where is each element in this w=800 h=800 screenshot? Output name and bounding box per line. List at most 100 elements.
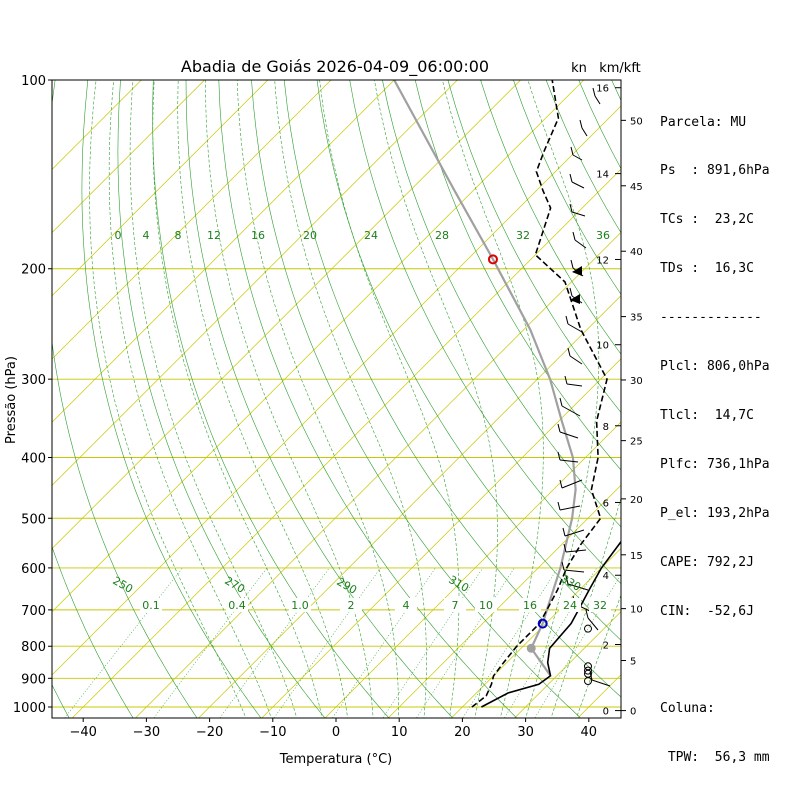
x-tick-label: −30 [133,725,160,740]
label-background [140,598,162,612]
isotherm-line [450,547,621,718]
moist-adiabat [129,80,298,718]
isotherm-line [387,484,621,718]
moist-adiabat-label: 0 [115,229,122,242]
wind-barb [571,211,586,217]
km-tick-label: 6 [603,498,609,509]
moist-adiabat [108,80,272,718]
kft-tick-label: 40 [630,247,643,258]
mixing-ratio-line [534,574,621,718]
x-tick-label: −20 [196,725,223,740]
wind-barb-feather [565,575,569,585]
kft-tick-label: 45 [630,182,643,193]
km-tick-label: 14 [596,170,609,181]
mixing-ratio-label: 32 [593,599,607,612]
isotherm-line [52,80,585,613]
dry-adiabat-label: 330 [558,572,583,594]
label-background [289,598,311,612]
parcel-trace [393,80,577,677]
moist-adiabat-label: 12 [207,229,221,242]
wind-barb-feather [589,671,593,681]
isotherm-line [71,168,621,718]
mixing-ratio-line [273,567,381,718]
wind-barb-feather [569,287,573,297]
stats-line: P_el: 193,2hPa [660,505,770,521]
wind-barb-feather [567,347,571,357]
kft-tick-label: 30 [630,376,643,387]
isotherm-line [52,80,142,170]
stats-line: Plfc: 736,1hPa [660,456,770,472]
mixing-ratio-label: 7 [452,599,459,612]
dry-adiabat-label: 270 [222,574,247,596]
wind-barb [571,181,585,189]
km-tick-label: 16 [596,84,609,95]
dry-adiabat-label: 310 [446,573,471,595]
wind-barb [566,383,583,387]
moist-adiabat [89,80,247,718]
stats-line: TPW: 56,3 mm [660,750,770,766]
mixing-ratio-line [416,567,515,718]
x-tick-label: 10 [391,725,408,740]
isotherm-line [52,80,205,234]
label-background [475,598,497,612]
y-tick-label: 400 [21,451,46,466]
calm-wind-circle [584,666,592,675]
label-background [226,598,248,612]
calm-wind-circle [584,624,592,633]
dry-adiabat [117,80,326,718]
dry-adiabat [480,80,621,355]
wind-barb-feather [569,203,573,213]
moist-adiabat [177,80,348,718]
mixing-ratio-label: 10 [479,599,493,612]
moist-adiabat-label: 16 [251,229,265,242]
label-background [395,598,417,612]
isotherm-line [52,80,395,423]
wind-barb [581,127,588,137]
wind-barb-feather [564,375,568,385]
wind-barb [561,405,581,417]
moist-adiabat-label: 28 [435,229,449,242]
calm-wind-circle [584,662,592,671]
moist-adiabat [442,80,544,718]
wind-barb [574,239,587,249]
wind-barb [564,529,585,537]
knots-unit-label: kn [571,61,587,76]
mixing-ratio-label: 24 [563,599,577,612]
wind-barb [594,95,601,105]
km-tick-label: 0 [603,707,609,718]
mixing-ratio-label: 0.4 [228,599,246,612]
dry-adiabat [382,80,621,528]
wind-barb [591,679,611,687]
moist-adiabat-label: 20 [303,229,317,242]
label-background [519,598,541,612]
x-axis-label: Temperatura (°C) [279,752,392,767]
label-background [444,598,466,612]
mixing-ratio-line [504,567,597,718]
km-tick-label: 10 [596,341,609,352]
stats-line: Parcela: MU [660,114,747,130]
wind-barb-feather [562,527,566,537]
axes: −40 −30 −20 −10 0 10 20 30 401002003004005006007… [13,74,643,740]
wind-barb-feather [557,423,561,433]
y-tick-label: 100 [21,74,46,89]
stats-line: Coluna: [660,701,715,717]
moist-adiabat [236,80,399,718]
isotherm-line [261,358,621,718]
x-tick-label: 0 [332,725,340,740]
lfc-marker [537,618,548,629]
wind-barb-feather [585,609,589,619]
isotherm-line [198,295,621,718]
kft-tick-label: 15 [630,551,643,562]
el-marker [487,254,498,265]
moist-adiabat-label: 36 [596,229,610,242]
y-tick-label: 800 [21,640,46,655]
wind-barb [559,431,579,439]
wind-barb-feather [563,543,567,553]
wind-barb-pennant [570,294,580,304]
dry-adiabat [52,80,198,718]
kft-tick-label: 0 [630,707,636,718]
wind-barb [563,569,585,573]
wind-barb [569,355,583,365]
dry-adiabat [283,80,621,698]
